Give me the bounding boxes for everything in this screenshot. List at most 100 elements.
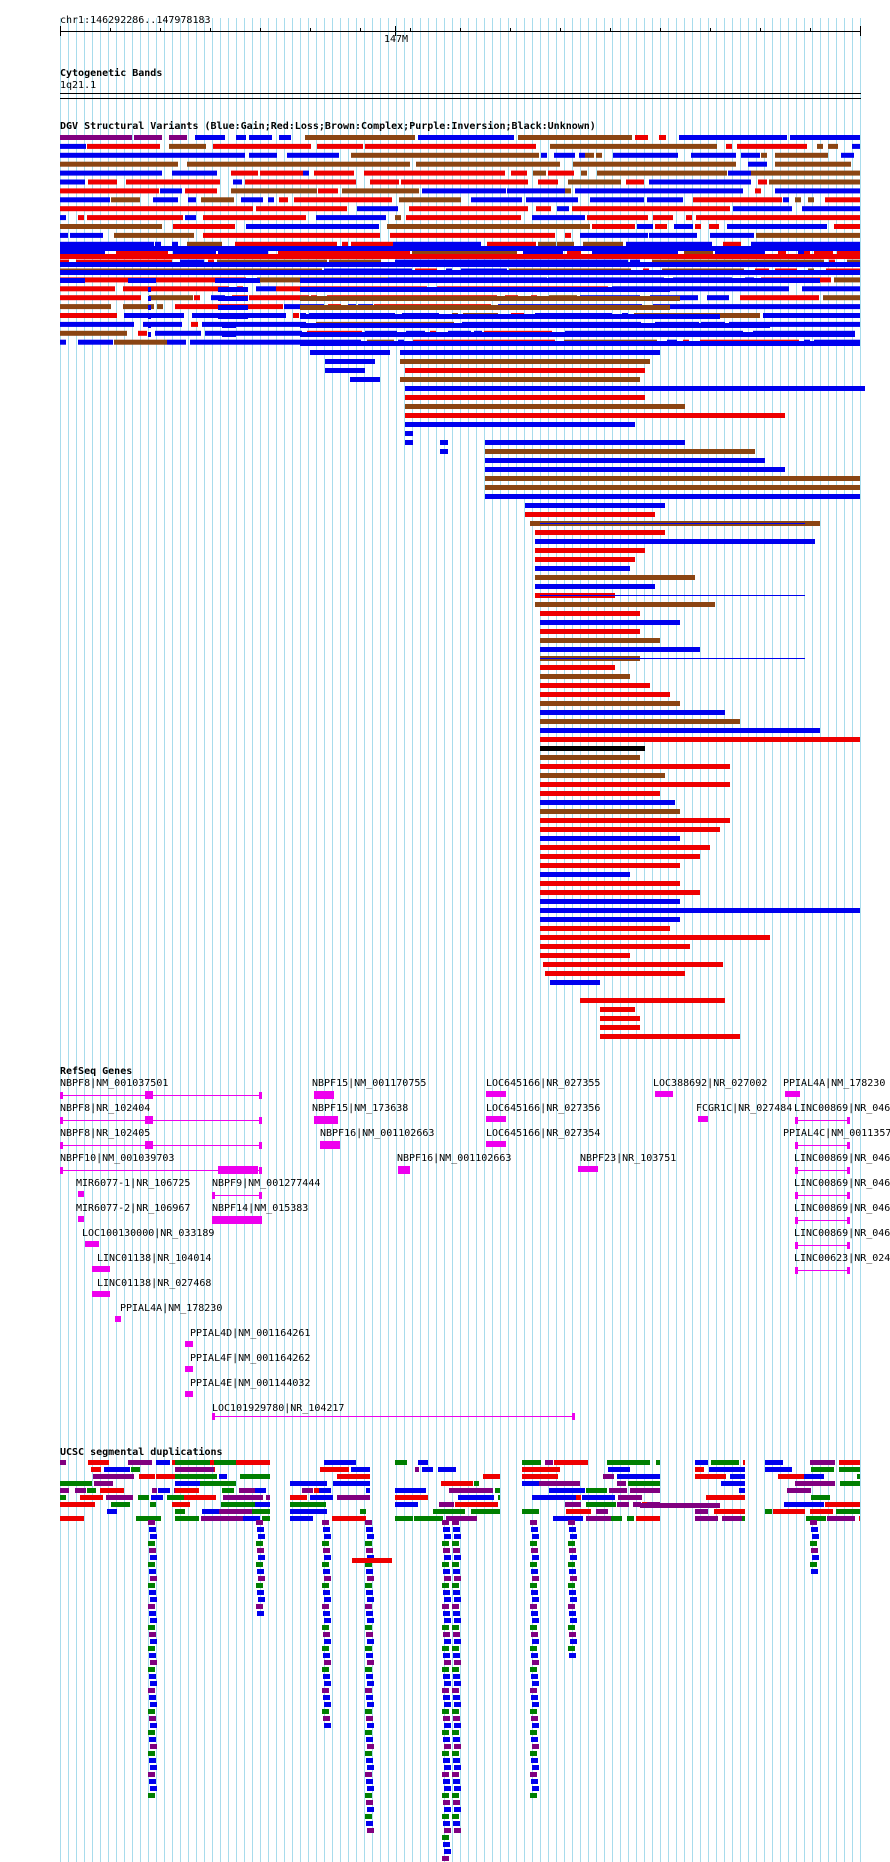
segdup-bar[interactable] — [443, 1611, 450, 1616]
segdup-bar[interactable] — [243, 1460, 270, 1465]
segdup-bar[interactable] — [695, 1509, 708, 1514]
segdup-bar[interactable] — [530, 1772, 537, 1777]
segdup-bar[interactable] — [266, 1495, 270, 1500]
segdup-bar[interactable] — [148, 1688, 155, 1693]
segdup-bar[interactable] — [452, 1583, 459, 1588]
gene-model[interactable] — [60, 1092, 63, 1099]
segdup-bar[interactable] — [150, 1555, 157, 1560]
variant-bar[interactable] — [540, 629, 640, 634]
variant-bar[interactable] — [575, 188, 743, 194]
segdup-bar[interactable] — [175, 1481, 200, 1486]
gene-model[interactable] — [795, 1267, 798, 1274]
segdup-bar[interactable] — [365, 1583, 372, 1588]
variant-bar[interactable] — [535, 557, 635, 562]
segdup-bar[interactable] — [175, 1474, 217, 1479]
variant-bar[interactable] — [540, 611, 640, 616]
segdup-bar[interactable] — [811, 1569, 818, 1574]
segdup-bar[interactable] — [310, 1495, 333, 1500]
segdup-bar[interactable] — [530, 1583, 537, 1588]
variant-bar[interactable] — [412, 250, 517, 256]
segdup-bar[interactable] — [106, 1495, 133, 1500]
segdup-bar[interactable] — [148, 1583, 155, 1588]
segdup-bar[interactable] — [319, 1488, 331, 1493]
variant-bar[interactable] — [775, 188, 860, 194]
gene-model[interactable] — [847, 1192, 850, 1199]
segdup-bar[interactable] — [320, 1467, 349, 1472]
variant-bar[interactable] — [300, 296, 680, 301]
variant-bar[interactable] — [111, 197, 140, 203]
segdup-bar[interactable] — [443, 1590, 450, 1595]
variant-bar[interactable] — [635, 135, 648, 140]
segdup-bar[interactable] — [438, 1467, 456, 1472]
segdup-bar[interactable] — [324, 1534, 331, 1539]
variant-bar[interactable] — [279, 197, 288, 203]
gene-exon[interactable] — [486, 1141, 506, 1147]
gene-model[interactable] — [795, 1192, 798, 1199]
variant-bar[interactable] — [540, 755, 640, 760]
segdup-bar[interactable] — [442, 1562, 449, 1567]
variant-bar[interactable] — [187, 241, 222, 247]
segdup-bar[interactable] — [630, 1488, 660, 1493]
segdup-bar[interactable] — [167, 1495, 194, 1500]
segdup-bar[interactable] — [545, 1460, 553, 1465]
segdup-bar[interactable] — [360, 1509, 366, 1514]
segdup-bar[interactable] — [532, 1576, 539, 1581]
variant-bar[interactable] — [755, 188, 761, 194]
segdup-bar[interactable] — [618, 1495, 642, 1500]
variant-bar[interactable] — [535, 602, 715, 607]
segdup-bar[interactable] — [531, 1779, 538, 1784]
segdup-bar[interactable] — [452, 1604, 459, 1609]
gene-label[interactable]: NBPF16|NM_001102663 — [320, 1128, 435, 1139]
segdup-bar[interactable] — [256, 1604, 263, 1609]
segdup-bar[interactable] — [366, 1653, 373, 1658]
segdup-bar[interactable] — [150, 1786, 157, 1791]
cytoband-label[interactable]: 1q21.1 — [60, 80, 97, 91]
variant-bar[interactable] — [540, 818, 730, 823]
variant-bar[interactable] — [365, 143, 536, 149]
variant-bar[interactable] — [751, 170, 860, 176]
variant-bar[interactable] — [659, 135, 666, 140]
segdup-bar[interactable] — [453, 1653, 460, 1658]
gene-model[interactable] — [795, 1117, 798, 1124]
variant-bar[interactable] — [60, 295, 141, 301]
segdup-bar[interactable] — [332, 1516, 366, 1521]
segdup-bar[interactable] — [446, 1516, 477, 1521]
variant-bar[interactable] — [540, 926, 670, 931]
variant-bar[interactable] — [837, 250, 860, 256]
gene-model[interactable] — [847, 1267, 850, 1274]
segdup-bar[interactable] — [442, 1688, 449, 1693]
variant-bar[interactable] — [565, 232, 571, 238]
segdup-bar[interactable] — [322, 1562, 329, 1567]
variant-bar[interactable] — [60, 135, 132, 140]
segdup-bar[interactable] — [60, 1481, 92, 1486]
segdup-bar[interactable] — [149, 1653, 156, 1658]
segdup-bar[interactable] — [367, 1660, 374, 1665]
segdup-bar[interactable] — [628, 1481, 660, 1486]
variant-bar[interactable] — [260, 170, 303, 176]
segdup-bar[interactable] — [395, 1488, 426, 1493]
segdup-bar[interactable] — [811, 1495, 830, 1500]
segdup-bar[interactable] — [367, 1744, 374, 1749]
variant-bar[interactable] — [540, 863, 680, 868]
segdup-bar[interactable] — [586, 1488, 607, 1493]
segdup-bar[interactable] — [453, 1779, 460, 1784]
segdup-bar[interactable] — [256, 1520, 263, 1525]
segdup-bar[interactable] — [175, 1516, 199, 1521]
variant-bar[interactable] — [138, 330, 147, 336]
variant-bar[interactable] — [798, 250, 804, 256]
segdup-bar[interactable] — [148, 1562, 155, 1567]
gene-model[interactable] — [259, 1117, 262, 1124]
variant-bar[interactable] — [405, 395, 645, 400]
gene-label[interactable]: NBPF8|NR_102405 — [60, 1128, 151, 1139]
gene-exon[interactable] — [115, 1316, 121, 1322]
segdup-bar[interactable] — [322, 1709, 329, 1714]
variant-bar[interactable] — [149, 295, 193, 301]
variant-bar[interactable] — [538, 241, 556, 247]
segdup-bar[interactable] — [443, 1842, 450, 1847]
segdup-bar[interactable] — [202, 1509, 231, 1514]
variant-bar[interactable] — [287, 152, 339, 158]
variant-bar[interactable] — [405, 368, 645, 373]
segdup-bar[interactable] — [87, 1488, 96, 1493]
segdup-bar[interactable] — [453, 1527, 460, 1532]
segdup-bar[interactable] — [324, 1639, 331, 1644]
